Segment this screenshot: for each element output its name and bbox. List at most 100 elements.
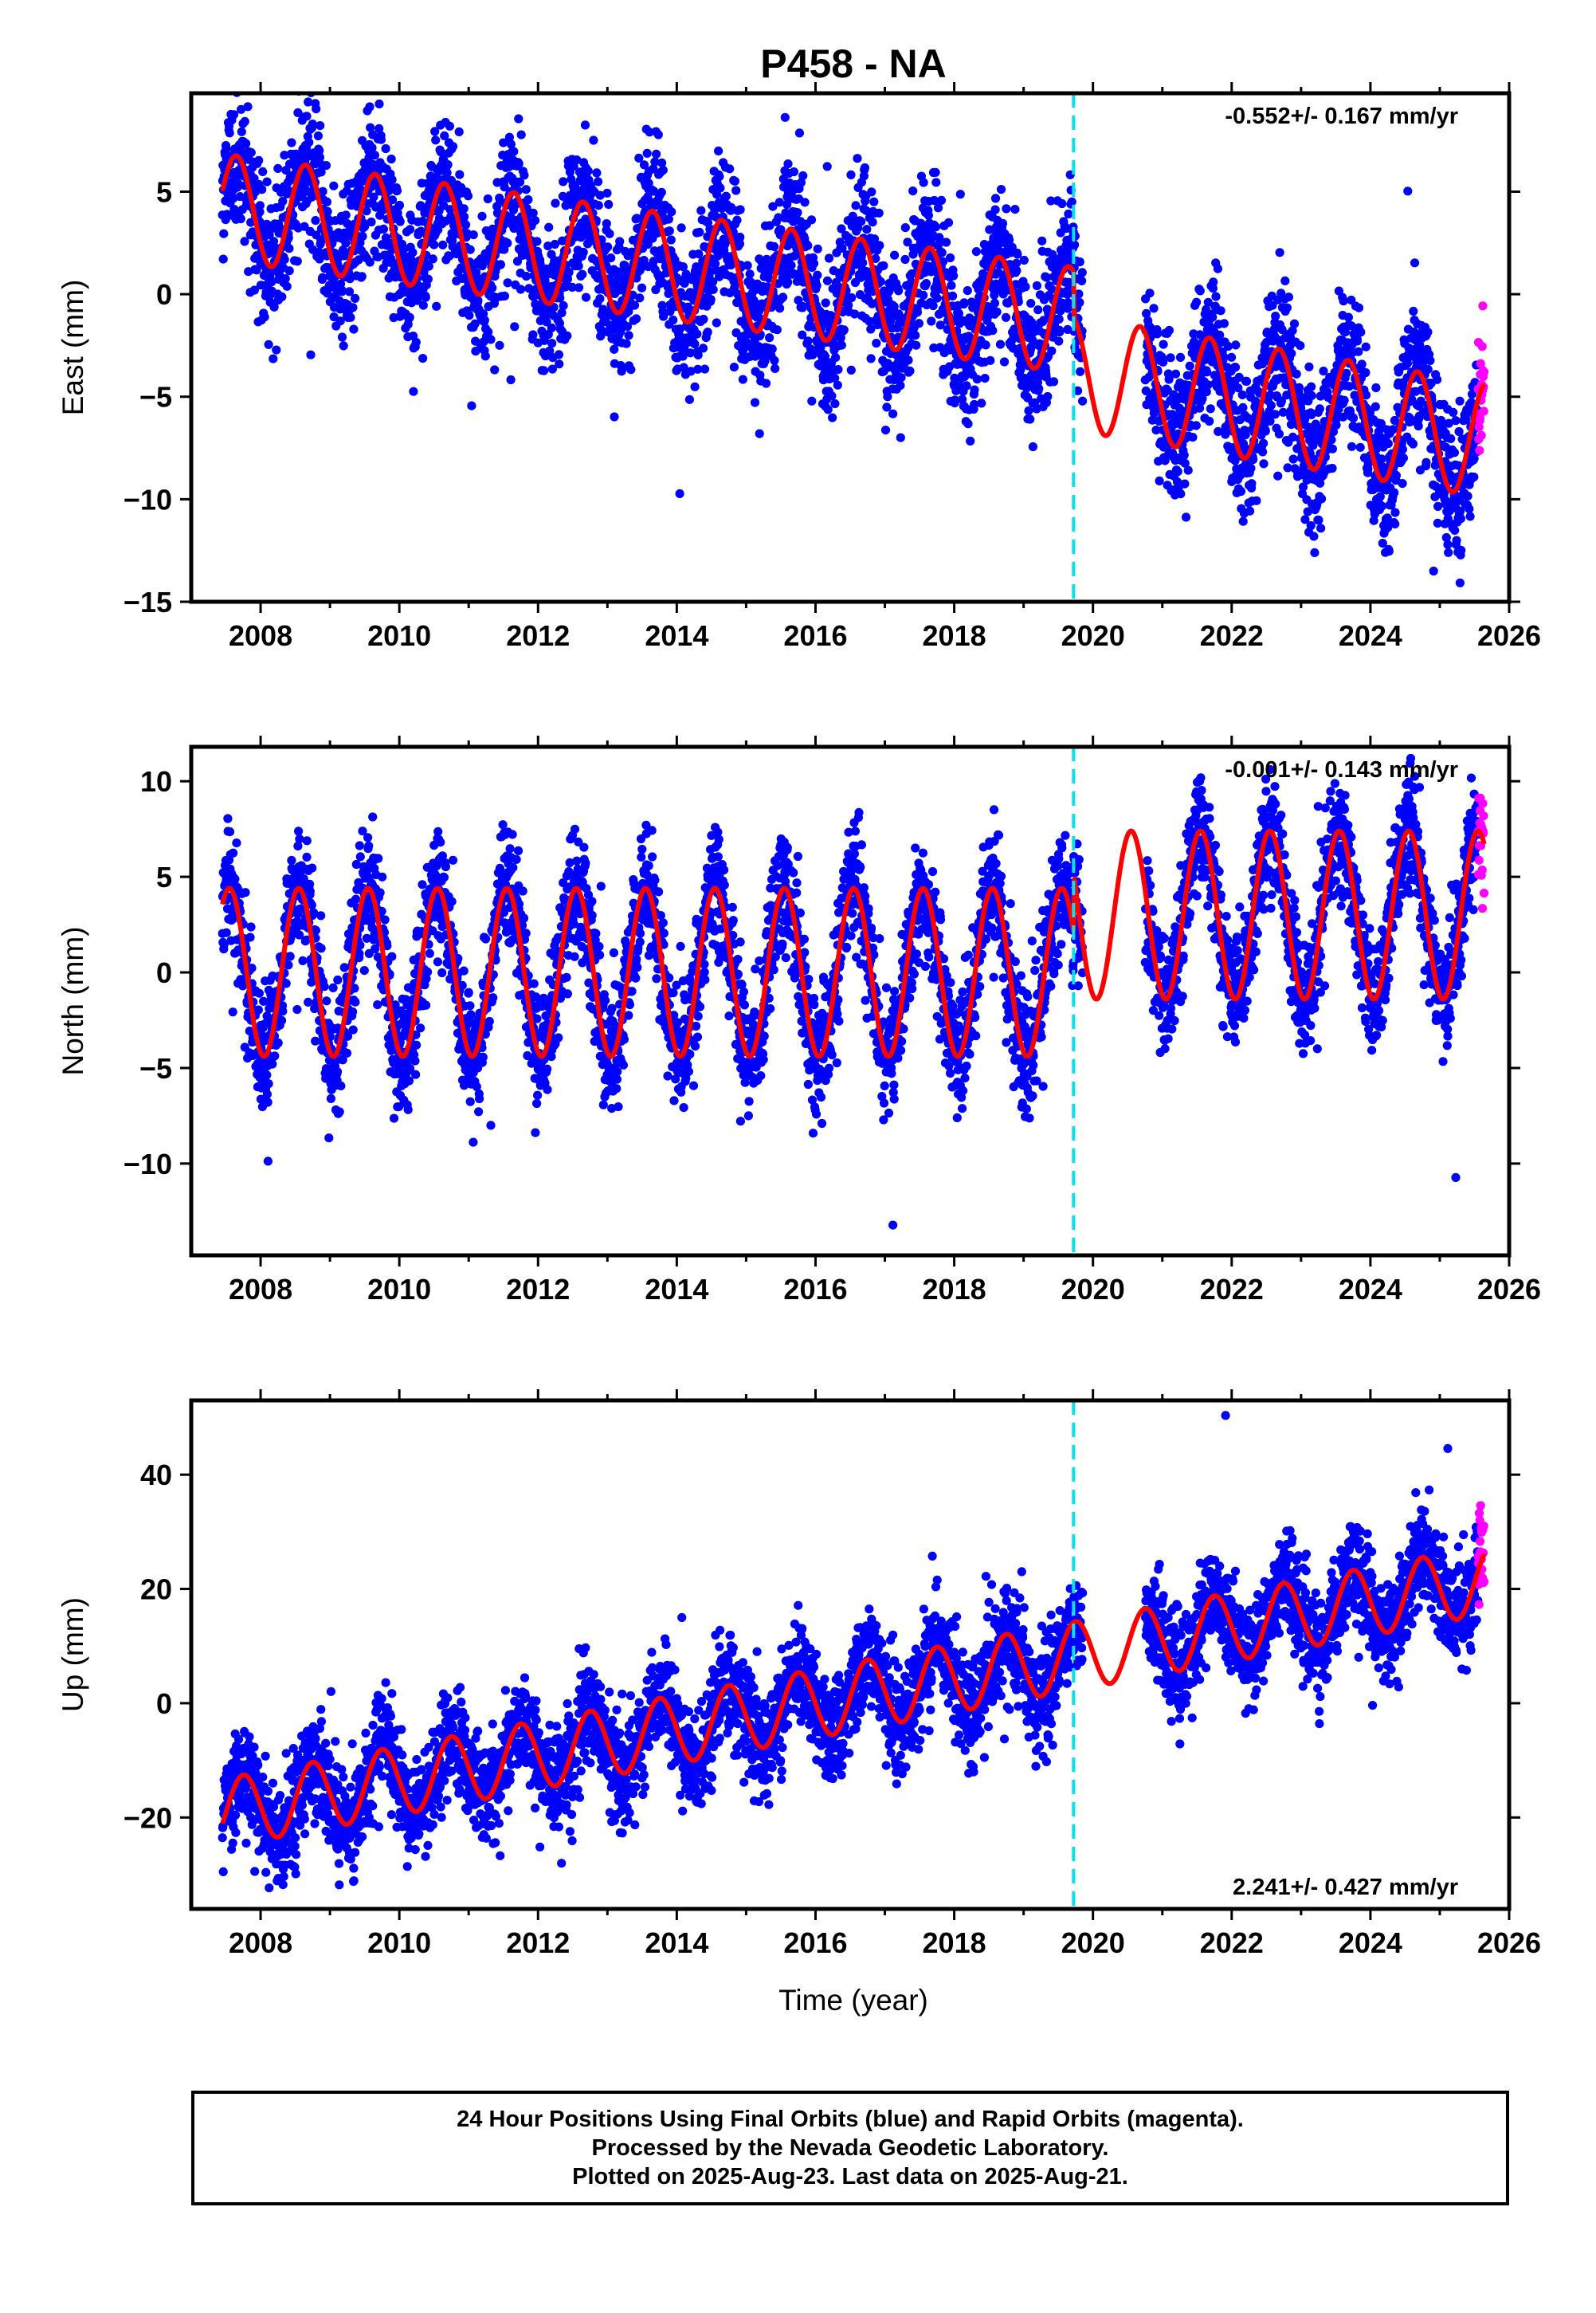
final-orbit-point [490,365,500,375]
final-orbit-point [1024,406,1033,415]
final-orbit-point [321,161,331,171]
final-orbit-point [268,1059,277,1069]
final-orbit-point [919,290,928,300]
final-orbit-point [503,238,512,248]
final-orbit-point [285,952,295,961]
final-orbit-point [977,399,986,408]
final-orbit-point [833,365,843,375]
final-orbit-point [246,922,256,932]
final-orbit-point [500,291,510,300]
final-orbit-point [1354,303,1364,312]
final-orbit-point [506,139,516,149]
final-orbit-point [346,312,355,322]
final-orbit-point [1025,414,1035,424]
final-orbit-point [280,151,289,160]
final-orbit-point [313,131,323,141]
final-orbit-point [947,281,956,290]
final-orbit-point [1181,512,1191,522]
final-orbit-point [323,206,332,216]
final-orbit-point [227,65,236,74]
final-orbit-point [370,151,379,160]
final-orbit-point [595,190,605,200]
final-orbit-point [1010,205,1020,214]
final-orbit-point [1287,348,1296,358]
final-orbit-point [470,319,480,328]
final-orbit-point [874,208,884,218]
final-orbit-point [318,273,327,282]
final-orbit-point [761,379,771,388]
final-orbit-point [846,365,856,375]
final-orbit-point [750,398,760,407]
final-orbit-point [473,296,483,305]
final-orbit-point [830,399,840,409]
final-orbit-point [809,259,819,269]
final-orbit-point [387,195,398,205]
final-orbit-point [1202,367,1212,377]
final-orbit-point [698,344,708,353]
final-orbit-point [480,316,489,325]
final-orbit-point [1077,276,1087,285]
final-orbit-point [905,366,915,375]
final-orbit-point [521,272,531,281]
final-orbit-point [1054,336,1064,346]
final-orbit-point [1206,404,1215,414]
final-orbit-point [708,277,718,287]
final-orbit-point [822,162,832,171]
final-orbit-point [657,187,666,197]
final-orbit-point [1155,476,1164,486]
final-orbit-point [690,339,700,349]
final-orbit-point [1446,434,1456,444]
final-orbit-point [626,365,636,375]
final-orbit-point [443,73,452,82]
final-orbit-point [693,350,703,359]
final-orbit-point [966,436,975,446]
final-orbit-point [1294,383,1304,392]
final-orbit-point [1282,303,1292,312]
final-orbit-point [806,215,817,225]
final-orbit-point [764,273,774,283]
final-orbit-point [928,300,938,311]
final-orbit-point [980,374,990,383]
final-orbit-point [448,142,458,151]
final-orbit-point [729,363,739,372]
final-orbit-point [374,124,384,133]
final-orbit-point [486,335,496,344]
final-orbit-point [262,1090,272,1099]
final-orbit-point [545,346,555,355]
final-orbit-point [246,147,256,157]
final-orbit-point [320,982,329,992]
y-tick-label: −5 [139,381,172,414]
final-orbit-point [1166,353,1175,363]
final-orbit-point [499,138,508,147]
final-orbit-point [488,283,497,293]
final-orbit-point [789,167,799,177]
final-orbit-point [1070,240,1080,249]
final-orbit-point [551,198,560,208]
final-orbit-point [240,116,249,126]
final-orbit-point [862,225,872,234]
final-orbit-point [443,160,453,170]
final-orbit-point [765,333,774,343]
y-tick-label: −10 [124,483,172,516]
final-orbit-point [613,274,622,284]
final-orbit-point [1284,293,1293,302]
final-orbit-point [1361,342,1371,351]
final-orbit-point [272,345,281,355]
final-orbit-point [557,308,567,317]
final-orbit-point [284,266,294,276]
final-orbit-point [715,171,724,181]
final-orbit-point [1183,465,1193,475]
final-orbit-point [803,336,813,346]
final-orbit-point [908,187,918,196]
final-orbit-point [1307,391,1316,400]
final-orbit-point [277,292,287,301]
final-orbit-point [294,827,304,836]
final-orbit-point [589,135,598,145]
final-orbit-point [343,219,352,229]
x-tick-label: 2012 [506,619,570,652]
final-orbit-point [1278,407,1288,417]
final-orbit-point [1317,494,1327,504]
final-orbit-point [241,888,250,897]
final-orbit-point [1159,357,1168,367]
final-orbit-point [528,330,538,340]
